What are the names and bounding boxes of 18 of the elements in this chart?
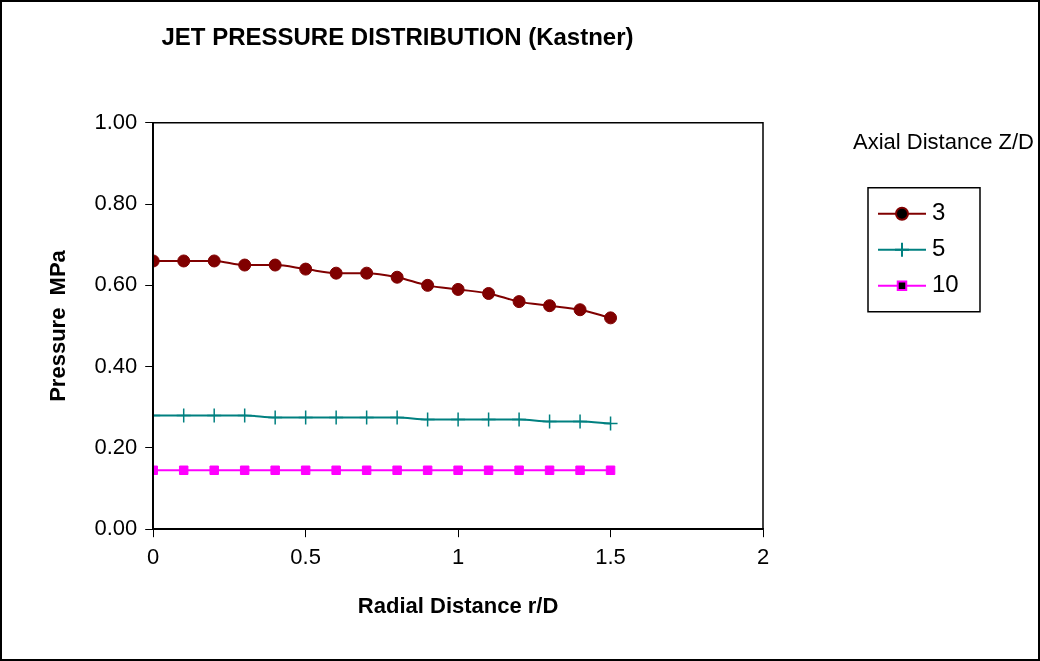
y-axis-title: Pressure MPa [45, 249, 71, 402]
x-tick-label: 2 [756, 544, 770, 570]
legend-label: 3 [932, 198, 946, 226]
x-tick-label: 0.5 [290, 544, 321, 570]
y-tick-label: 0.40 [94, 352, 138, 378]
y-tick-label: 0.20 [94, 433, 138, 459]
y-tick-label: 0.00 [94, 515, 138, 541]
y-tick-label: 1.00 [94, 108, 138, 134]
legend-label: 10 [932, 270, 959, 298]
x-tick-label: 1 [451, 544, 465, 570]
x-tick-label: 1.5 [595, 544, 626, 570]
chart-title: JET PRESSURE DISTRIBUTION (Kastner) [161, 23, 634, 51]
legend-label: 5 [932, 234, 946, 262]
x-tick-label: 0 [147, 544, 160, 570]
y-tick-label: 0.80 [94, 190, 138, 216]
y-tick-label: 0.60 [94, 271, 138, 297]
legend-title: Axial Distance Z/D [853, 128, 1034, 154]
x-axis-title: Radial Distance r/D [357, 592, 559, 618]
